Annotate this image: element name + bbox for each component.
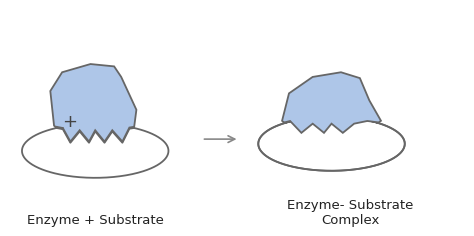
Polygon shape <box>50 64 137 142</box>
Text: Enzyme- Substrate
Complex: Enzyme- Substrate Complex <box>287 199 414 227</box>
Polygon shape <box>282 72 381 133</box>
Text: +: + <box>62 113 77 131</box>
Text: Enzyme + Substrate: Enzyme + Substrate <box>27 214 164 227</box>
